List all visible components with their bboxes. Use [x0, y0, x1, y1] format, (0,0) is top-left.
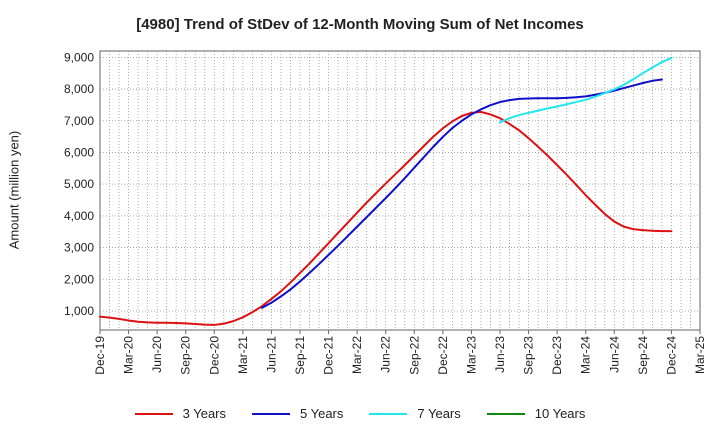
x-tick-label: Jun-20: [150, 336, 164, 373]
x-tick-label: Mar-20: [122, 336, 136, 374]
x-tick-label: Dec-19: [93, 336, 107, 375]
y-tick-label: 7,000: [64, 114, 94, 128]
legend-label-5-years: 5 Years: [300, 406, 344, 421]
series-line-3-years: [99, 110, 673, 326]
chart-title: [4980] Trend of StDev of 12-Month Moving…: [136, 16, 584, 33]
legend-item-7-years: 7 Years: [369, 406, 461, 421]
x-tick-label: Jun-21: [264, 336, 278, 373]
x-tick-label: Sep-21: [293, 336, 307, 375]
x-tick-label: Mar-22: [350, 336, 364, 374]
x-tick-label: Jun-22: [379, 336, 393, 373]
x-tick-label: Sep-22: [407, 336, 421, 375]
legend-item-5-years: 5 Years: [252, 406, 343, 421]
legend-swatch-3-years: [134, 412, 173, 415]
x-tick-label: Dec-23: [550, 336, 564, 375]
legend: 3 Years 5 Years 7 Years 10 Years: [0, 406, 720, 421]
legend-item-3-years: 3 Years: [134, 406, 226, 421]
y-tick-label: 8,000: [64, 82, 94, 96]
series-line-5-years: [260, 78, 663, 309]
x-tick-label: Sep-23: [522, 336, 536, 375]
legend-label-3-years: 3 Years: [182, 406, 226, 421]
plot-frame: [99, 50, 701, 331]
x-tick-label: Mar-25: [693, 336, 707, 374]
y-tick-label: 9,000: [64, 50, 94, 64]
y-tick-label: 5,000: [64, 177, 94, 191]
legend-swatch-10-years: [486, 412, 525, 415]
legend-swatch-7-years: [369, 412, 408, 415]
x-tick-label: Mar-21: [236, 336, 250, 374]
x-tick-label: Dec-20: [207, 336, 221, 375]
x-tick-label: Jun-23: [493, 336, 507, 373]
x-tick-label: Dec-21: [322, 336, 336, 375]
y-tick-label: 1,000: [64, 304, 94, 318]
series-line-7-years: [499, 56, 673, 124]
y-tick-label: 6,000: [64, 145, 94, 159]
x-tick-label: Mar-23: [464, 336, 478, 374]
legend-label-10-years: 10 Years: [534, 406, 586, 421]
x-tick-label: Sep-20: [179, 336, 193, 375]
x-tick-label: Mar-24: [579, 336, 593, 374]
x-tick-label: Sep-24: [636, 336, 650, 375]
y-tick-label: 3,000: [64, 241, 94, 255]
y-tick-label: 4,000: [64, 209, 94, 223]
legend-item-10-years: 10 Years: [486, 406, 586, 421]
x-tick-label: Jun-24: [607, 336, 621, 373]
x-tick-label: Dec-24: [664, 336, 678, 375]
y-tick-label: 2,000: [64, 272, 94, 286]
x-tick-label: Dec-22: [436, 336, 450, 375]
legend-label-7-years: 7 Years: [417, 406, 461, 421]
legend-swatch-5-years: [252, 412, 290, 415]
